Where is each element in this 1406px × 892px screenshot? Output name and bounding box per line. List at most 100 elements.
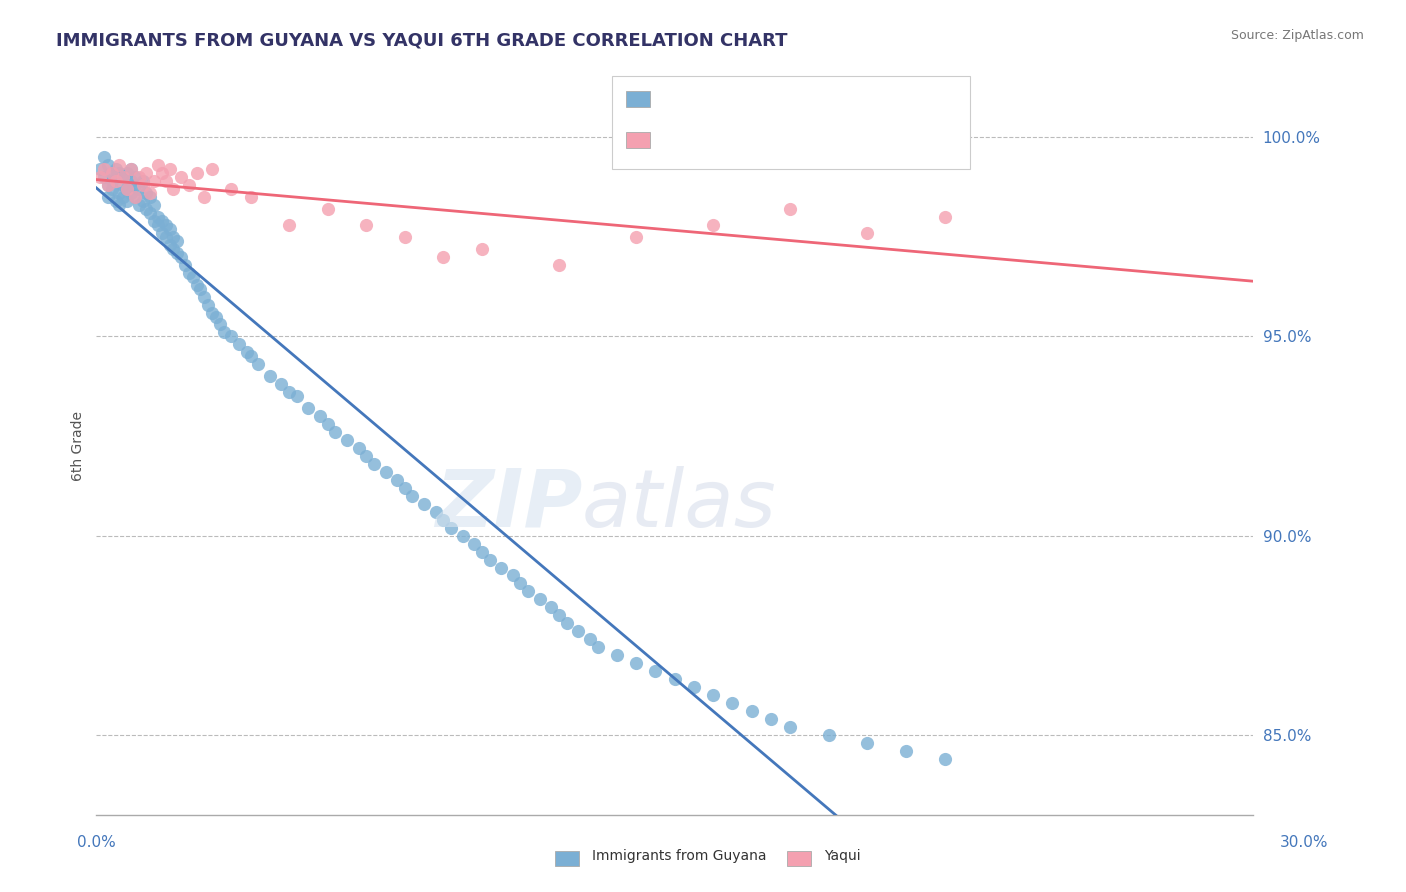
Point <box>120 186 142 200</box>
Point <box>193 289 215 303</box>
Text: 0.0%: 0.0% <box>77 836 117 850</box>
Point <box>354 218 377 232</box>
Point <box>104 162 127 177</box>
Point <box>143 198 166 212</box>
Text: IMMIGRANTS FROM GUYANA VS YAQUI 6TH GRADE CORRELATION CHART: IMMIGRANTS FROM GUYANA VS YAQUI 6TH GRAD… <box>56 31 787 49</box>
Point <box>239 349 262 363</box>
Point <box>548 608 571 623</box>
Point <box>741 704 763 718</box>
Point <box>644 664 666 678</box>
Text: N =: N = <box>778 131 807 145</box>
Point <box>104 174 127 188</box>
Text: 0.093: 0.093 <box>700 129 752 147</box>
Point <box>131 174 153 188</box>
Point <box>316 417 339 431</box>
Point <box>166 245 188 260</box>
Point <box>112 169 135 184</box>
Point <box>624 229 647 244</box>
Point <box>336 433 359 447</box>
Point <box>235 345 257 359</box>
Point <box>413 497 436 511</box>
Point <box>181 269 204 284</box>
Point <box>170 250 193 264</box>
Point <box>401 489 423 503</box>
Point <box>135 166 157 180</box>
Point <box>374 465 396 479</box>
Point <box>278 385 301 400</box>
Point <box>150 214 173 228</box>
Point <box>93 169 115 184</box>
Point <box>128 198 150 212</box>
Point <box>131 178 153 192</box>
Point <box>818 728 841 742</box>
Point <box>702 218 724 232</box>
Point <box>856 226 879 240</box>
Point <box>425 505 447 519</box>
Point <box>197 297 219 311</box>
Point <box>394 481 416 495</box>
Point <box>471 242 494 256</box>
Point <box>89 169 111 184</box>
Point <box>354 449 377 463</box>
Point <box>205 310 228 324</box>
Point <box>124 169 146 184</box>
Point <box>97 178 120 192</box>
Point <box>201 305 224 319</box>
Point <box>89 162 111 177</box>
Point <box>139 190 162 204</box>
Point <box>124 190 146 204</box>
Point <box>159 237 181 252</box>
Point <box>112 190 135 204</box>
Point <box>155 229 177 244</box>
Point <box>385 473 408 487</box>
Text: Immigrants from Guyana: Immigrants from Guyana <box>592 849 766 863</box>
Text: 39: 39 <box>820 129 844 147</box>
Point <box>159 162 181 177</box>
Point <box>451 529 474 543</box>
Point <box>120 162 142 177</box>
Text: R =: R = <box>662 131 690 145</box>
Point <box>540 600 562 615</box>
Point <box>394 229 416 244</box>
Point <box>212 326 235 340</box>
Point <box>471 544 494 558</box>
Point <box>131 194 153 208</box>
Point <box>247 357 270 371</box>
Point <box>108 158 131 172</box>
Point <box>432 513 454 527</box>
Point <box>325 425 347 439</box>
Point <box>143 174 166 188</box>
Point <box>201 162 224 177</box>
Point <box>509 576 531 591</box>
Text: atlas: atlas <box>582 466 778 544</box>
Point <box>221 182 243 196</box>
Point <box>166 234 188 248</box>
Point <box>104 194 127 208</box>
Point <box>285 389 308 403</box>
Point <box>93 150 115 164</box>
Point <box>894 744 917 758</box>
Point <box>115 194 138 208</box>
Y-axis label: 6th Grade: 6th Grade <box>72 411 86 481</box>
Point <box>432 250 454 264</box>
Point <box>120 174 142 188</box>
Point <box>208 318 231 332</box>
Point <box>124 178 146 192</box>
Text: R =: R = <box>662 90 690 104</box>
Point <box>478 552 501 566</box>
Text: Source: ZipAtlas.com: Source: ZipAtlas.com <box>1230 29 1364 42</box>
Point <box>555 616 578 631</box>
Point <box>150 226 173 240</box>
Point <box>548 258 571 272</box>
Point <box>309 409 332 423</box>
Point <box>97 158 120 172</box>
Point <box>259 369 281 384</box>
Point <box>93 162 115 177</box>
Point <box>97 178 120 192</box>
Point <box>489 560 512 574</box>
Point <box>146 210 169 224</box>
Point <box>100 166 122 180</box>
Text: 30.0%: 30.0% <box>1281 836 1329 850</box>
Point <box>124 190 146 204</box>
Point <box>146 158 169 172</box>
